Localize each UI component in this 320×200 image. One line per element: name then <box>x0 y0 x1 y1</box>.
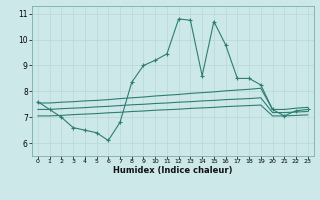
X-axis label: Humidex (Indice chaleur): Humidex (Indice chaleur) <box>113 166 233 175</box>
